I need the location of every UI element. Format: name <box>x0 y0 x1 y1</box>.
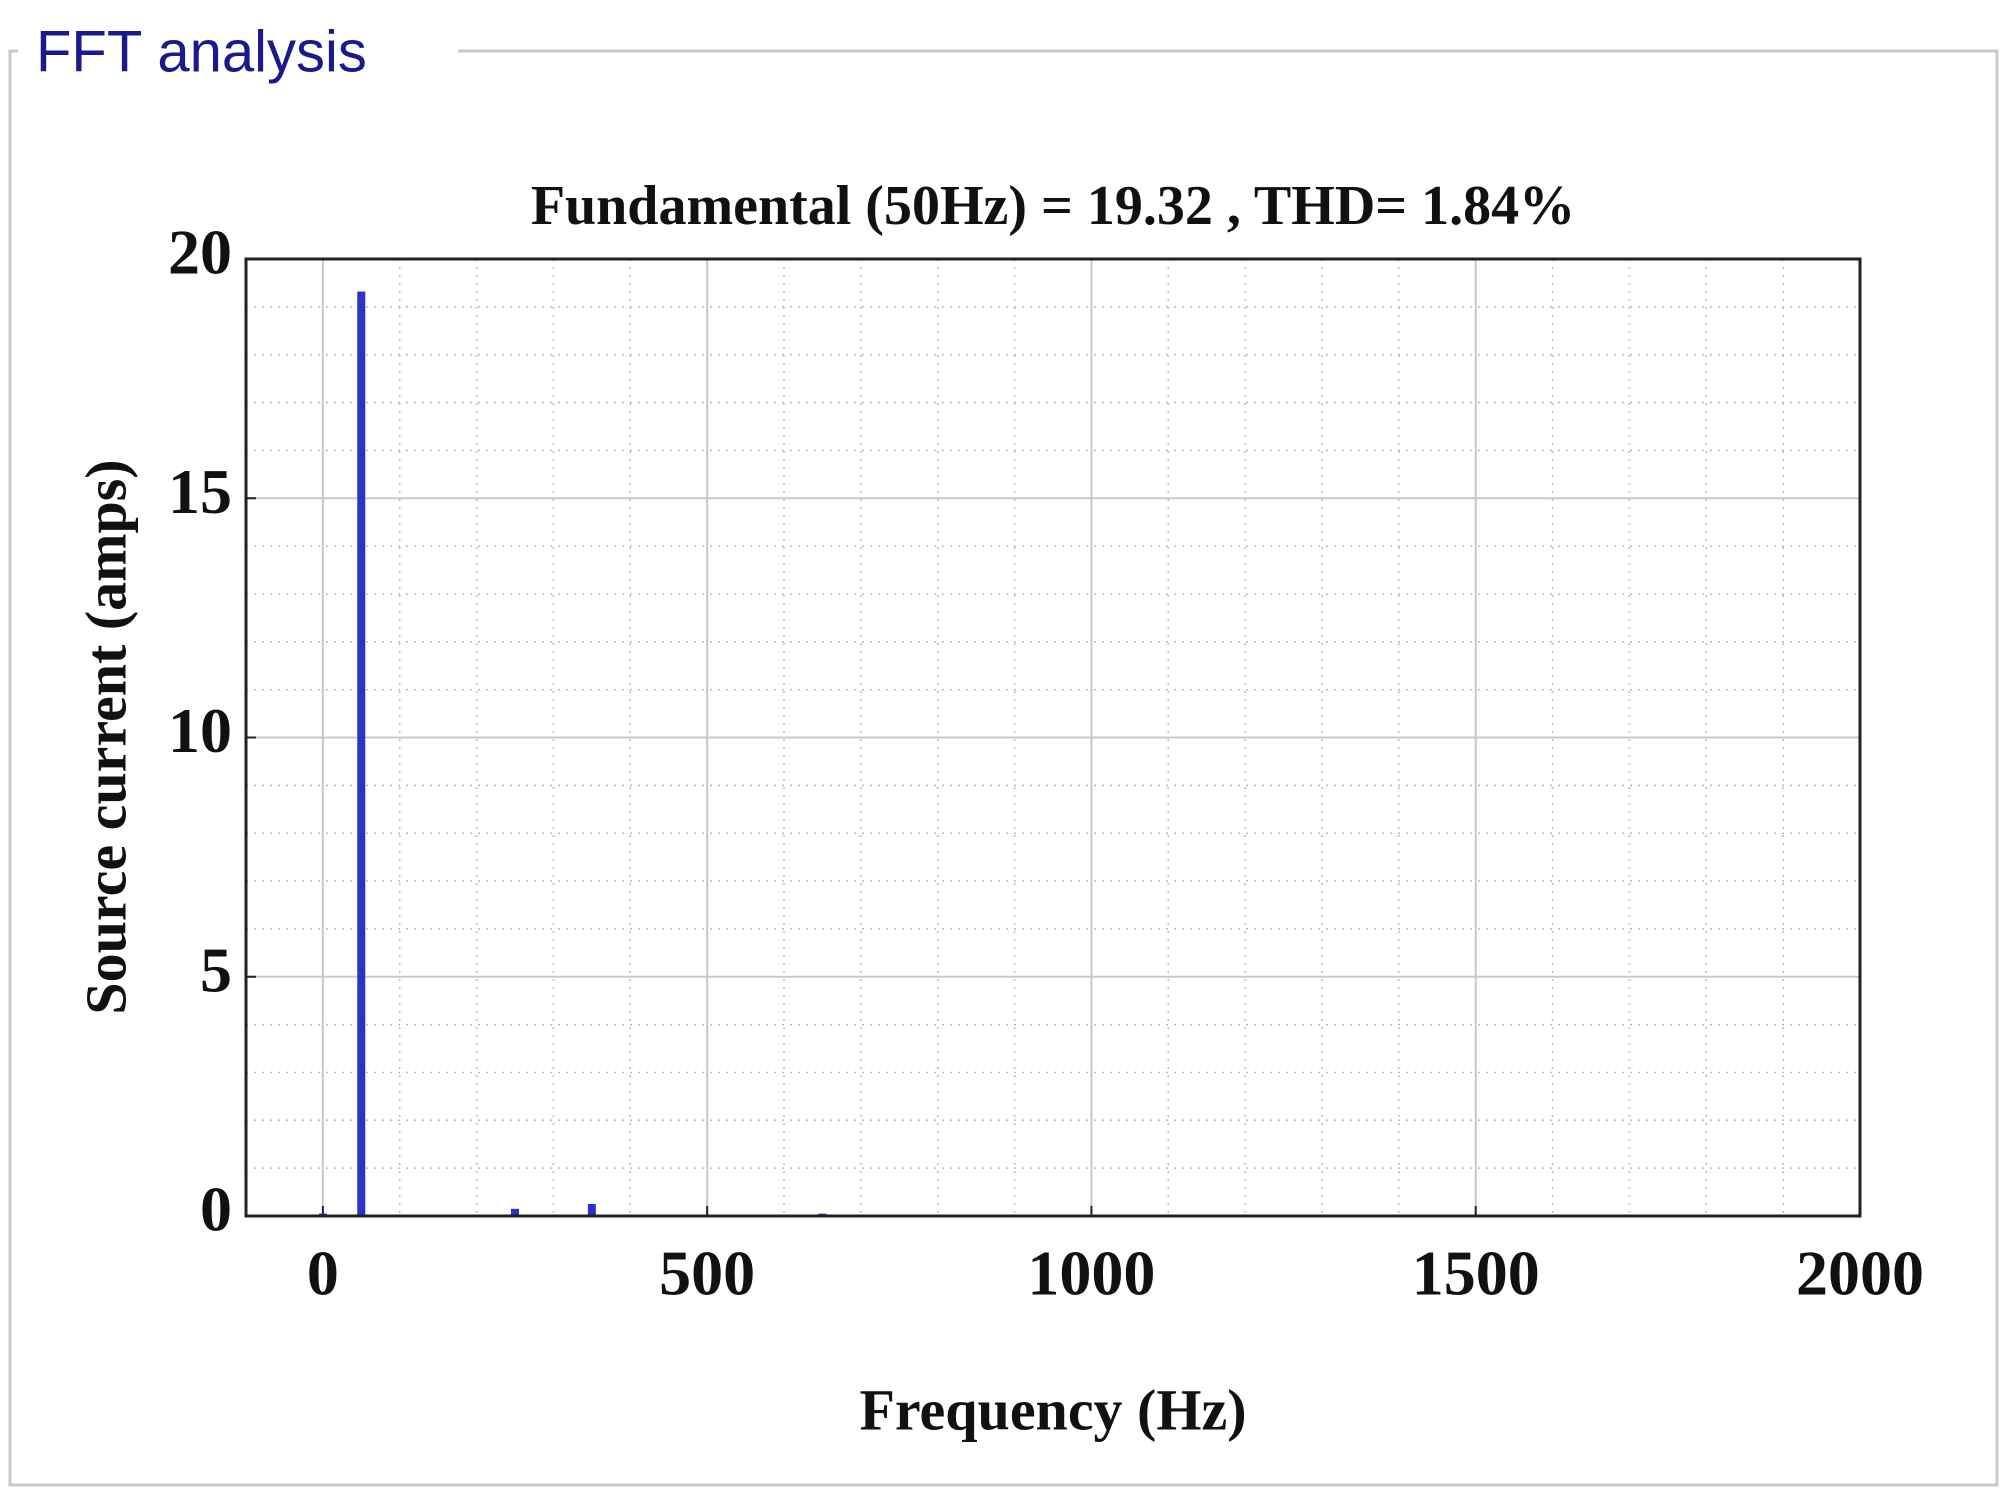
y-axis-label: Source current (amps) <box>73 459 138 1014</box>
panel-title-bg <box>18 20 458 82</box>
x-tick-label: 500 <box>659 1238 755 1309</box>
x-tick-label: 0 <box>307 1238 339 1309</box>
bar <box>357 291 366 1217</box>
x-tick-label: 2000 <box>1796 1238 1924 1309</box>
x-axis-label: Frequency (Hz) <box>859 1377 1246 1442</box>
panel-title: FFT analysis <box>36 19 367 84</box>
x-tick-label: 1500 <box>1412 1238 1540 1309</box>
y-tick-label: 15 <box>168 456 232 527</box>
y-tick-label: 5 <box>200 934 232 1005</box>
y-tick-label: 0 <box>200 1174 232 1245</box>
bar <box>511 1208 519 1216</box>
bar <box>587 1204 596 1216</box>
chart-title: Fundamental (50Hz) = 19.32 , THD= 1.84% <box>531 175 1575 237</box>
plot-frame <box>244 257 1862 1218</box>
y-tick-label: 20 <box>168 217 232 288</box>
y-tick-label: 10 <box>168 695 232 766</box>
x-tick-label: 1000 <box>1027 1238 1155 1309</box>
panel-border <box>8 49 1999 1487</box>
